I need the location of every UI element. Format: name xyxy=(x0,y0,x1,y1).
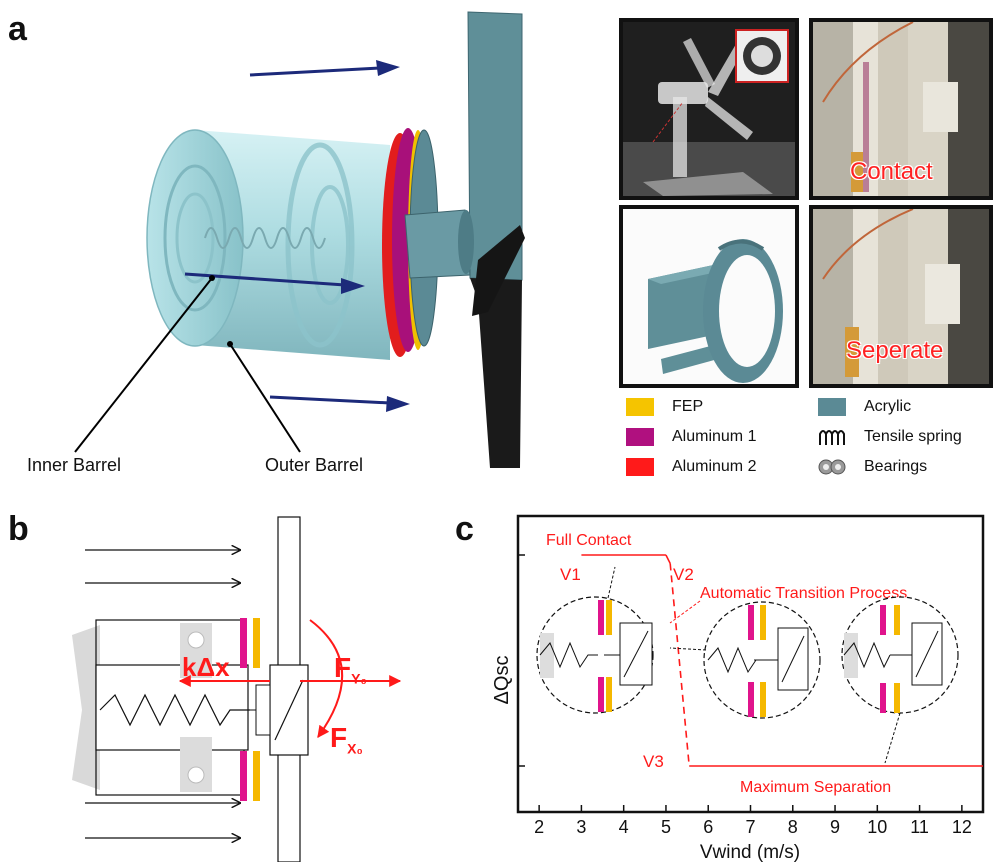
inset-separation xyxy=(841,596,959,764)
x-tick-label: 4 xyxy=(619,817,629,837)
panel-c-chart: 2 3 4 5 6 7 8 9 10 11 12 Full Contact V1 V2 V3 Aut… xyxy=(491,514,985,862)
spring-coil xyxy=(204,227,326,249)
x-axis-label: Vwind (m/s) xyxy=(700,842,800,862)
x-tick-label: 6 xyxy=(703,817,713,837)
x-tick-label: 5 xyxy=(661,817,671,837)
spring-force-label: kΔx xyxy=(182,652,230,682)
legend-swatch xyxy=(626,458,654,476)
legend-item-tensile-spring: Tensile spring xyxy=(818,428,962,446)
panel-b-schematic xyxy=(72,516,402,862)
legend-item-fep: FEP xyxy=(626,398,703,416)
turbine-3d-model xyxy=(74,11,525,468)
legend-item-aluminum-2: Aluminum 2 xyxy=(626,458,756,476)
x-tick-label: 8 xyxy=(788,817,798,837)
legend-label: Acrylic xyxy=(864,398,912,415)
series-line xyxy=(665,554,671,564)
x-tick-label: 11 xyxy=(910,817,929,837)
legend-item-bearings: Bearings xyxy=(818,458,927,476)
y-axis-label: ΔQsc xyxy=(491,656,513,705)
x-tick-label: 7 xyxy=(745,817,755,837)
outer-barrel-label: Outer Barrel xyxy=(265,455,364,475)
max-separation-label: Maximum Separation xyxy=(740,779,891,796)
photo-separate xyxy=(809,205,993,388)
photo-acrylic-part xyxy=(619,205,799,388)
force-y-symbol: F xyxy=(334,652,352,683)
legend-label: Aluminum 2 xyxy=(672,458,757,475)
x-tick-label: 10 xyxy=(867,817,887,837)
wind-arrow xyxy=(249,60,400,77)
force-x-label: FX₀ xyxy=(330,722,363,757)
v1-label: V1 xyxy=(560,565,581,584)
spring-icon xyxy=(819,430,845,445)
x-tick-label: 9 xyxy=(830,817,840,837)
spring-zigzag xyxy=(99,693,250,727)
panel-a-label: a xyxy=(8,10,27,48)
legend-item-acrylic: Acrylic xyxy=(818,398,911,416)
v2-label: V2 xyxy=(673,565,694,584)
inset-full-contact xyxy=(536,566,654,714)
blade-lower xyxy=(470,278,522,468)
photo-contact xyxy=(809,18,993,200)
force-x-symbol: F xyxy=(330,722,348,753)
panel-b-label: b xyxy=(8,510,29,548)
x-tick-label: 2 xyxy=(534,817,544,837)
legend-item-aluminum-1: Aluminum 1 xyxy=(626,428,756,446)
legend-label: Bearings xyxy=(864,458,928,475)
legend-label: Tensile spring xyxy=(864,428,962,445)
aluminum-plate xyxy=(240,618,247,668)
v3-label: V3 xyxy=(643,752,664,771)
bearing-icon xyxy=(818,459,846,475)
hub xyxy=(404,209,471,279)
force-y-subscript: Y₀ xyxy=(351,670,367,687)
force-x-subscript: X₀ xyxy=(347,740,363,757)
series-line xyxy=(669,563,691,767)
panel-c-label: c xyxy=(455,510,474,548)
inner-barrel-label: Inner Barrel xyxy=(27,455,122,475)
x-tick-label: 3 xyxy=(576,817,586,837)
wind-arrow xyxy=(269,395,410,412)
legend-label: Aluminum 1 xyxy=(672,428,757,445)
contact-label: Contact xyxy=(850,158,933,185)
rotation-arrow xyxy=(309,619,344,738)
full-contact-label: Full Contact xyxy=(546,532,632,549)
legend-swatch xyxy=(626,398,654,416)
legend-swatch xyxy=(818,398,846,416)
force-y-label: FY₀ xyxy=(334,652,367,687)
separate-label: Seperate xyxy=(846,337,944,364)
photo-prototype xyxy=(619,18,799,200)
x-tick-label: 12 xyxy=(952,817,972,837)
legend-label: FEP xyxy=(672,398,704,415)
inset-transition xyxy=(669,601,821,719)
transition-label: Automatic Transition Process xyxy=(700,585,907,602)
fep-plate xyxy=(253,618,260,668)
legend-swatch xyxy=(626,428,654,446)
